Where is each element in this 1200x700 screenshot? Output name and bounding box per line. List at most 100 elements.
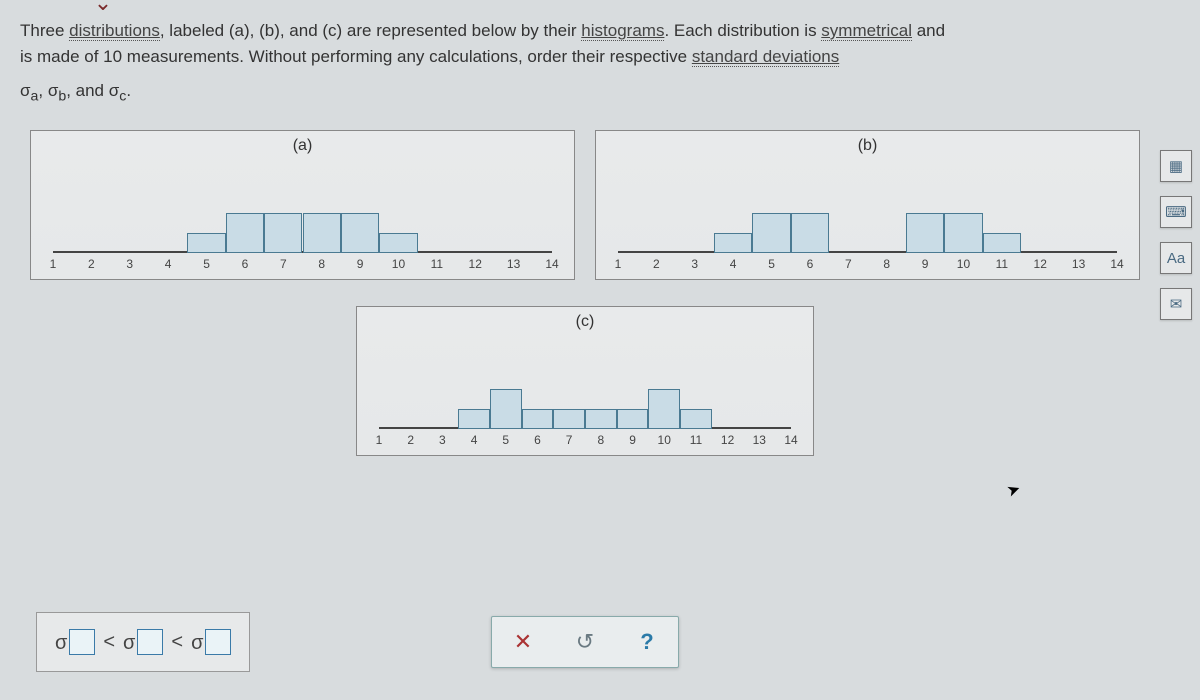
text: , and [66, 81, 109, 100]
mail-icon: ✉ [1170, 295, 1183, 313]
sigma-c: σ [109, 81, 120, 100]
chart-title-b: (b) [606, 137, 1129, 155]
font-tool[interactable]: Aa [1160, 242, 1192, 274]
answer-row: σ < σ < σ ✕ ↺ ? [36, 612, 1140, 672]
x-tick: 5 [203, 257, 210, 271]
x-ticks-c: 1234567891011121314 [379, 433, 791, 449]
x-axis [618, 251, 1117, 253]
x-tick: 9 [357, 257, 364, 271]
x-tick: 3 [126, 257, 133, 271]
chart-b: (b) 1234567891011121314 [595, 130, 1140, 280]
link-histograms[interactable]: histograms [581, 21, 664, 41]
text: measurements. Without performing any cal… [122, 47, 692, 66]
sigma-slot-1: σ [55, 629, 95, 655]
x-tick: 2 [407, 433, 414, 447]
bar [648, 389, 680, 429]
x-tick: 6 [242, 257, 249, 271]
chart-c: (c) 1234567891011121314 [356, 306, 814, 456]
x-tick: 12 [469, 257, 482, 271]
keyboard-icon: ⌨ [1165, 203, 1187, 221]
bar [714, 233, 752, 253]
x-tick: 6 [534, 433, 541, 447]
histogram-b [618, 173, 1117, 253]
x-tick: 10 [658, 433, 671, 447]
x-tick: 6 [807, 257, 814, 271]
x-tick: 11 [996, 257, 1008, 271]
x-tick: 7 [280, 257, 287, 271]
x-tick: 3 [439, 433, 446, 447]
bar [187, 233, 225, 253]
x-tick: 1 [376, 433, 383, 447]
help-button[interactable]: ? [630, 627, 664, 657]
answer-dropbox-3[interactable] [205, 629, 231, 655]
bar [906, 213, 944, 253]
text: Three [20, 21, 69, 40]
sigma-slot-3: σ [191, 629, 231, 655]
text: , labeled (a), (b), and (c) are represen… [160, 21, 581, 40]
mail-tool[interactable]: ✉ [1160, 288, 1192, 320]
answer-dropbox-1[interactable] [69, 629, 95, 655]
sigma-list: σa, σb, and σc. [0, 77, 1200, 120]
problem-statement: Three distributions, labeled (a), (b), a… [0, 0, 1200, 77]
chart-title-c: (c) [367, 313, 803, 331]
font-icon: Aa [1167, 250, 1185, 267]
action-buttons: ✕ ↺ ? [491, 616, 679, 668]
bar [226, 213, 264, 253]
answer-input-card: σ < σ < σ [36, 612, 250, 672]
x-tick: 10 [392, 257, 405, 271]
calculator-tool[interactable]: ▦ [1160, 150, 1192, 182]
x-tick: 9 [629, 433, 636, 447]
sigma-a: σ [20, 81, 31, 100]
histogram-c [379, 349, 791, 429]
clear-button[interactable]: ✕ [506, 627, 540, 657]
link-standard-deviations[interactable]: standard deviations [692, 47, 839, 67]
x-tick: 13 [753, 433, 766, 447]
x-tick: 1 [615, 257, 622, 271]
x-tick: 11 [690, 433, 702, 447]
chart-title-a: (a) [41, 137, 564, 155]
bar [341, 213, 379, 253]
chart-a: (a) 1234567891011121314 [30, 130, 575, 280]
x-tick: 12 [1034, 257, 1047, 271]
x-tick: 7 [845, 257, 852, 271]
keyboard-tool[interactable]: ⌨ [1160, 196, 1192, 228]
answer-dropbox-2[interactable] [137, 629, 163, 655]
x-tick: 2 [88, 257, 95, 271]
bar [264, 213, 302, 253]
less-than: < [103, 631, 115, 654]
x-tick: 4 [165, 257, 172, 271]
x-tick: 13 [1072, 257, 1085, 271]
bar [680, 409, 712, 429]
x-tick: 4 [471, 433, 478, 447]
bar [553, 409, 585, 429]
x-tick: 1 [50, 257, 57, 271]
chevron-glyph: ⌄ [94, 0, 112, 16]
x-icon: ✕ [514, 629, 532, 655]
undo-icon: ↺ [576, 629, 594, 655]
x-tick: 14 [784, 433, 797, 447]
sigma-symbol: σ [191, 632, 203, 655]
bar [490, 389, 522, 429]
x-tick: 10 [957, 257, 970, 271]
x-tick: 8 [598, 433, 605, 447]
bar [944, 213, 982, 253]
text: and [912, 21, 945, 40]
x-tick: 12 [721, 433, 734, 447]
x-tick: 8 [318, 257, 325, 271]
bar [585, 409, 617, 429]
x-tick: 11 [431, 257, 443, 271]
x-tick: 14 [1110, 257, 1123, 271]
x-tick: 5 [502, 433, 509, 447]
link-symmetrical[interactable]: symmetrical [821, 21, 912, 41]
question-icon: ? [640, 629, 653, 655]
bar [617, 409, 649, 429]
undo-button[interactable]: ↺ [568, 627, 602, 657]
link-distributions[interactable]: distributions [69, 21, 160, 41]
bar [458, 409, 490, 429]
dropdown-chevron-icon[interactable]: ⌄ [90, 0, 116, 12]
text: . Each distribution is [664, 21, 821, 40]
bar [379, 233, 417, 253]
bar [791, 213, 829, 253]
bar [983, 233, 1021, 253]
x-tick: 4 [730, 257, 737, 271]
